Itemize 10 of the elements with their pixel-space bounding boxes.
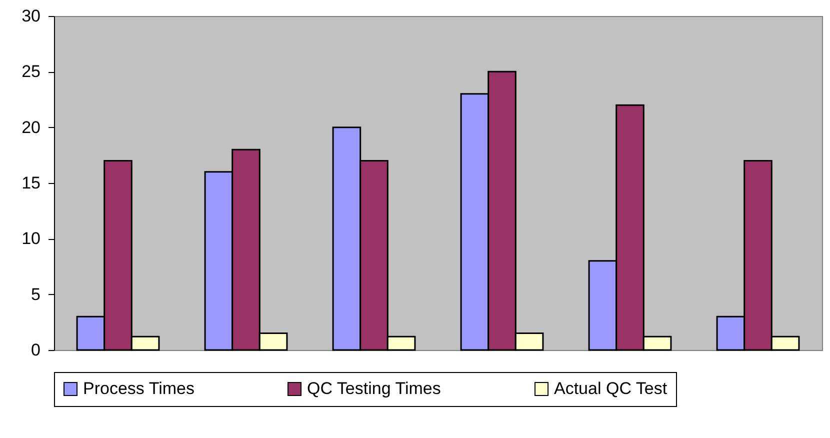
legend-label: Process Times: [83, 378, 194, 398]
y-tick-label: 15: [22, 174, 40, 192]
y-tick-label: 10: [22, 229, 40, 248]
y-tick-label: 5: [31, 284, 40, 304]
y-tick-label: 30: [22, 6, 40, 26]
legend-label: Actual QC Test: [554, 378, 668, 398]
legend-label: QC Testing Times: [307, 378, 441, 398]
y-tick-label: 0: [31, 340, 40, 360]
y-tick-label: 20: [22, 118, 40, 137]
y-tick-label: 25: [22, 62, 40, 82]
